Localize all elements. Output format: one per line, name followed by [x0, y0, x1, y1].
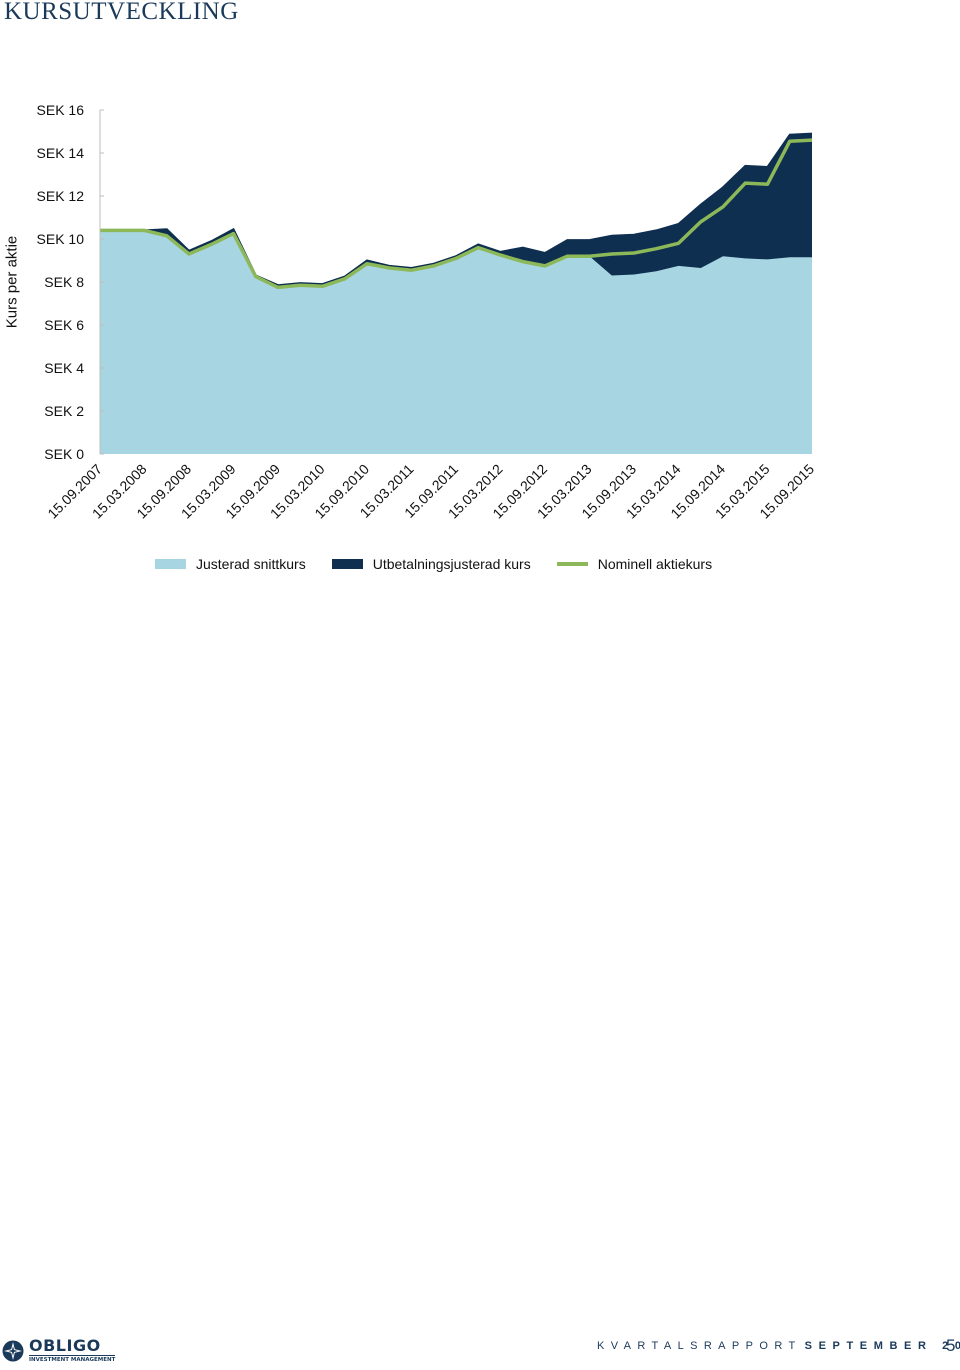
legend-swatch-nominal: [556, 562, 588, 566]
legend-swatch-payout-adjusted: [331, 559, 363, 569]
logo-name: OBLIGO: [29, 1336, 101, 1355]
y-tick-label: SEK 4: [44, 360, 84, 376]
y-tick-label: SEK 14: [37, 145, 85, 161]
legend-label-adjusted-average: Justerad snittkurs: [196, 556, 306, 572]
y-tick-label: SEK 16: [37, 102, 85, 118]
y-tick-label: SEK 0: [44, 446, 84, 462]
company-logo: OBLIGO INVESTMENT MANAGEMENT: [2, 1336, 116, 1363]
legend-label-nominal: Nominell aktiekurs: [597, 556, 713, 572]
y-tick-label: SEK 6: [44, 317, 84, 333]
report-label: KVARTALSRAPPORT SEPTEMBER 2015: [597, 1340, 960, 1352]
legend-item-payout-adjusted: Utbetalningsjusterad kurs: [331, 556, 531, 572]
payout-adjusted-line: [100, 132, 813, 287]
legend-label-payout-adjusted: Utbetalningsjusterad kurs: [372, 556, 531, 572]
report-type: KVARTALSRAPPORT: [597, 1340, 802, 1352]
legend-item-nominal: Nominell aktiekurs: [556, 556, 713, 572]
report-period: SEPTEMBER 2015: [804, 1340, 960, 1352]
y-tick-label: SEK 12: [37, 188, 85, 204]
page-number: 5: [946, 1336, 956, 1355]
adjusted-average-area: [100, 230, 812, 454]
chart-legend: Justerad snittkurs Utbetalningsjusterad …: [155, 556, 738, 572]
legend-swatch-adjusted-average: [155, 559, 186, 569]
y-tick-label: SEK 8: [44, 274, 84, 290]
logo-subtitle: INVESTMENT MANAGEMENT: [29, 1355, 116, 1363]
legend-item-adjusted-average: Justerad snittkurs: [155, 556, 306, 572]
compass-star-icon: [2, 1340, 24, 1361]
y-tick-label: SEK 2: [44, 403, 84, 419]
page-title: KURSUTVECKLING: [4, 0, 239, 25]
y-tick-label: SEK 10: [37, 231, 85, 247]
nominal-price-line: [100, 138, 813, 290]
stock-price-chart: SEK 0 SEK 2 SEK 4 SEK 6 SEK 8 SEK 10 SEK 12 SEK…: [37, 102, 818, 522]
